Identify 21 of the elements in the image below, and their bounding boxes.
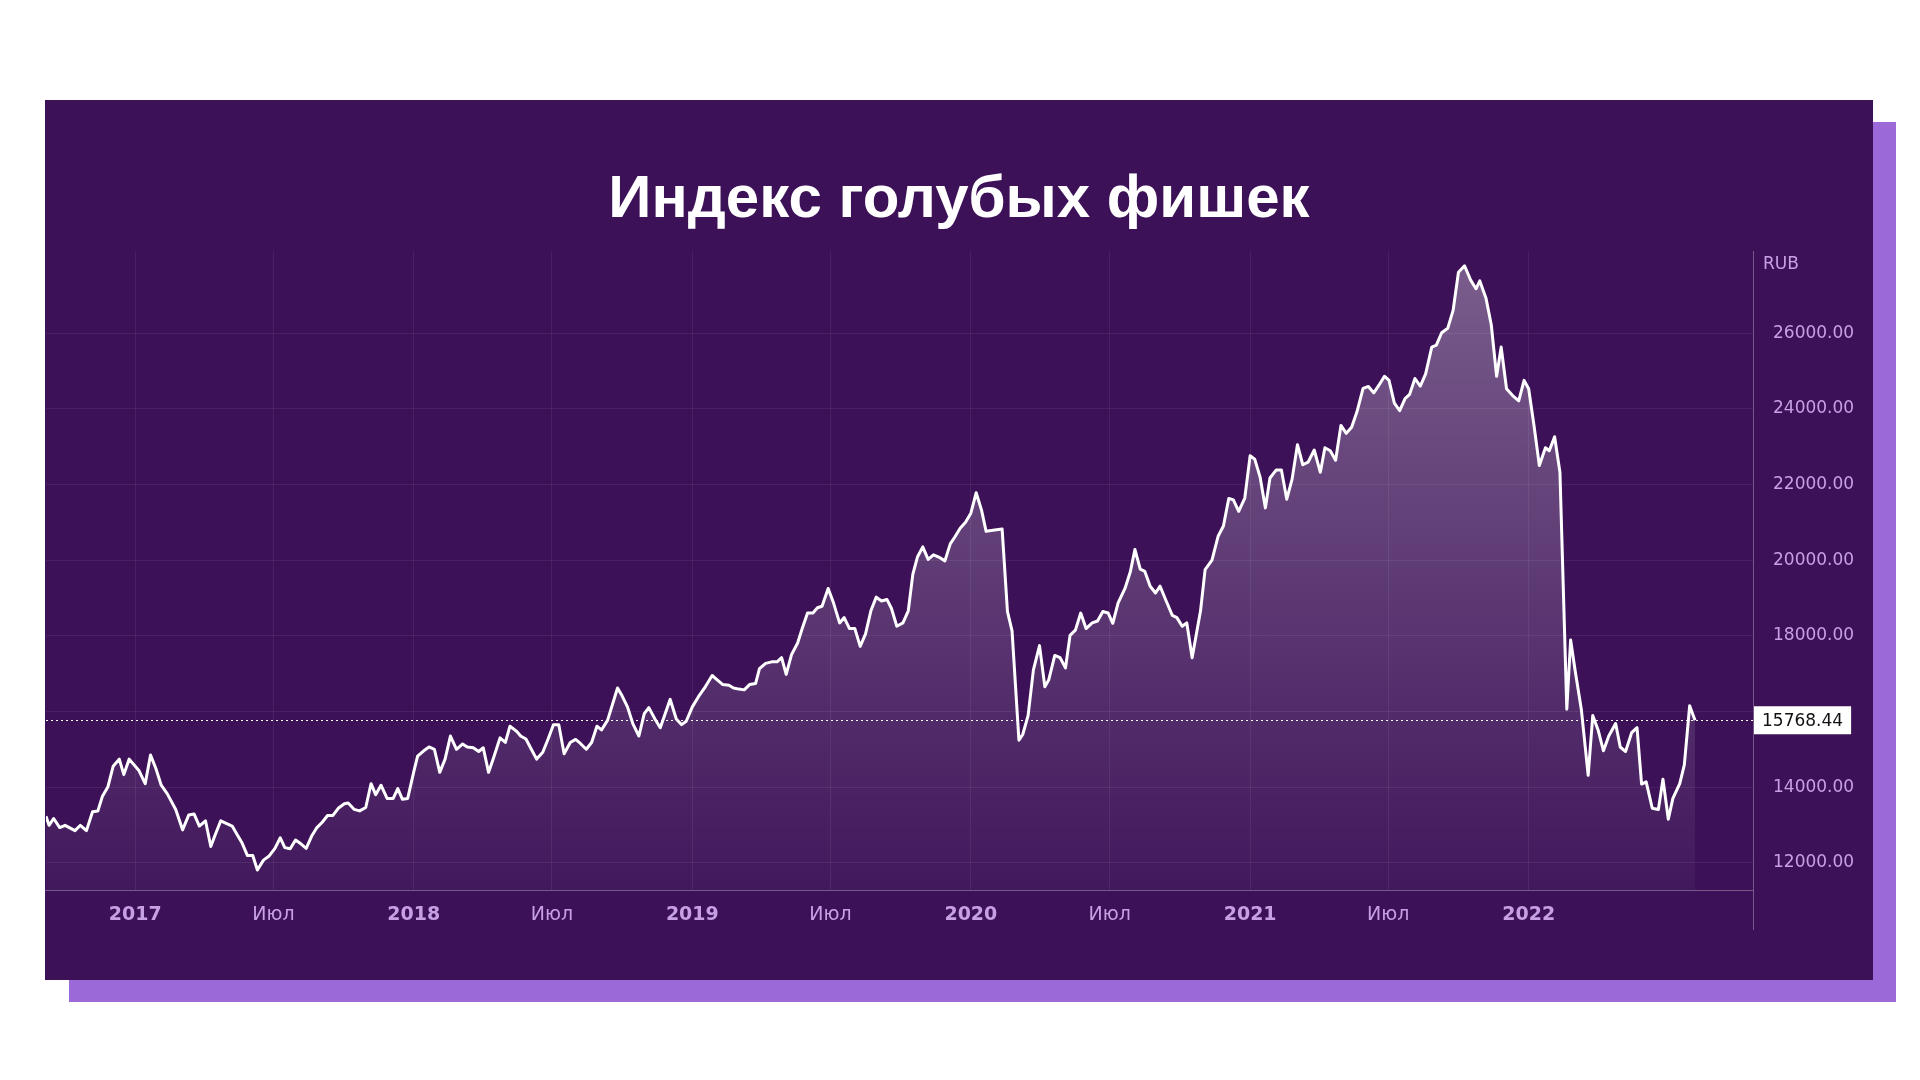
x-tick-label: 2019 — [665, 902, 719, 925]
x-tick-label: 2018 — [387, 902, 441, 925]
ref-line-label: 15768.44 — [1762, 709, 1844, 730]
x-tick-label: 2017 — [108, 902, 162, 925]
x-tick-label: Июл — [1367, 902, 1410, 925]
x-tick-label: Июл — [252, 902, 295, 925]
y-tick-label: 12000.00 — [1773, 851, 1855, 872]
y-tick-label: 20000.00 — [1773, 548, 1855, 569]
y-tick-label: 14000.00 — [1773, 775, 1855, 796]
x-tick-label: 2020 — [944, 902, 998, 925]
x-tick-label: Июл — [809, 902, 852, 925]
y-tick-label: 22000.00 — [1773, 472, 1855, 493]
y-tick-label: 26000.00 — [1773, 321, 1855, 342]
y-axis-title: RUB — [1763, 253, 1799, 274]
y-tick-label: 18000.00 — [1773, 624, 1855, 645]
x-tick-label: Июл — [530, 902, 574, 925]
y-tick-label: 24000.00 — [1773, 397, 1855, 418]
x-tick-label: 2021 — [1223, 902, 1277, 925]
chart-title: Индекс голубых фишек — [607, 162, 1311, 231]
x-tick-label: Июл — [1088, 902, 1131, 925]
x-tick-label: 2022 — [1502, 902, 1556, 925]
